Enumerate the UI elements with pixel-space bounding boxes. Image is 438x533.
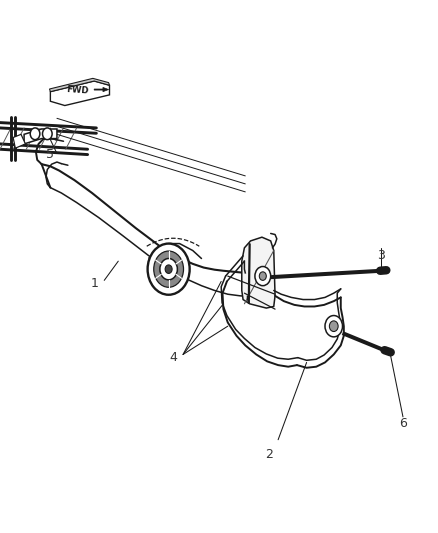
Circle shape	[255, 266, 271, 286]
Text: 5: 5	[46, 148, 54, 161]
Circle shape	[148, 244, 190, 295]
Text: 6: 6	[399, 417, 407, 430]
Circle shape	[165, 265, 172, 273]
Circle shape	[30, 128, 40, 140]
Text: 2: 2	[265, 448, 273, 461]
Polygon shape	[94, 87, 109, 92]
Circle shape	[42, 128, 52, 140]
Polygon shape	[49, 78, 110, 92]
Text: 1: 1	[90, 277, 98, 290]
Polygon shape	[13, 134, 25, 148]
Text: FWD: FWD	[67, 85, 89, 96]
Circle shape	[325, 316, 343, 337]
Circle shape	[160, 259, 177, 280]
Text: 3: 3	[377, 249, 385, 262]
Text: 4: 4	[169, 351, 177, 364]
Circle shape	[154, 251, 184, 287]
Circle shape	[329, 321, 338, 332]
Polygon shape	[242, 237, 275, 308]
Circle shape	[259, 272, 266, 280]
Polygon shape	[24, 129, 57, 144]
Polygon shape	[50, 81, 110, 106]
